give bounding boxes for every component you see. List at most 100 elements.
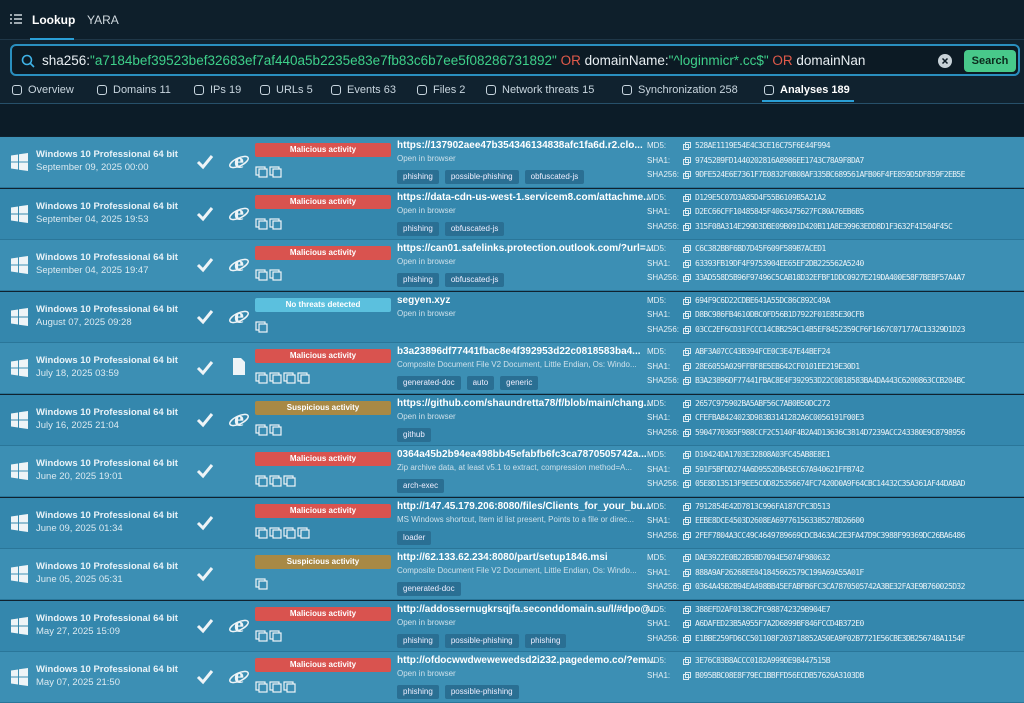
hash-value: E1BBE259FD6CC501108F203718852A50EA9F02B7… xyxy=(695,633,965,643)
copy-icon xyxy=(683,259,691,268)
hash-value: 2657C975902BA5ABF56C7AB0B50DC272 xyxy=(695,398,831,408)
os-name: Windows 10 Professional 64 bit xyxy=(36,355,178,366)
clear-icon[interactable] xyxy=(938,54,952,68)
hash-label: SHA256: xyxy=(647,427,680,437)
check-icon xyxy=(196,464,214,479)
search-query[interactable]: sha256:"a7184bef39523bef32683ef7af440a5b… xyxy=(42,53,922,68)
hash-label: SHA256: xyxy=(647,376,680,385)
nav-count: 258 xyxy=(719,84,738,96)
nav-tab[interactable]: Events 63 xyxy=(347,84,396,96)
windows-icon xyxy=(11,307,28,326)
result-row[interactable]: Windows 10 Professional 64 bit August 07,… xyxy=(0,291,1024,343)
copy-icon xyxy=(683,671,691,680)
verdict-badge: Malicious activity xyxy=(255,658,391,672)
hash-label: SHA256: xyxy=(647,633,680,643)
hash-value: 5904770365F988CCF2C5140F4B2A4D13636C3814… xyxy=(695,427,965,437)
copy-icon xyxy=(683,193,691,202)
hash-label: SHA1: xyxy=(647,516,671,525)
verdict-badge: Malicious activity xyxy=(255,349,391,363)
copy-icon xyxy=(683,171,691,179)
analysis-date: May 27, 2025 15:09 xyxy=(36,625,120,637)
search-bar[interactable]: sha256:"a7184bef39523bef32683ef7af440a5b… xyxy=(10,44,1020,76)
check-icon xyxy=(196,412,214,427)
behavior-icon xyxy=(283,475,296,487)
behavior-icon xyxy=(255,475,268,487)
result-row[interactable]: Windows 10 Professional 64 bit May 27, 20… xyxy=(0,600,1024,652)
result-row[interactable]: Windows 10 Professional 64 bit September … xyxy=(0,137,1024,188)
check-icon xyxy=(196,670,214,685)
hash-value: 05E8D13513F9EE5C0D825356674FC7420D0A9F64… xyxy=(695,479,965,488)
result-row[interactable]: Windows 10 Professional 64 bit June 09, 2… xyxy=(0,497,1024,549)
analysis-date: June 09, 2025 01:34 xyxy=(36,522,123,534)
search-button[interactable]: Search xyxy=(964,50,1016,72)
tag: generated-doc xyxy=(397,376,461,390)
hash-label: SHA256: xyxy=(647,221,680,231)
hash-value: 9745289FD1440202816A8986EE1743C78A9F8DA7 xyxy=(695,155,864,165)
analysis-date: June 20, 2025 19:01 xyxy=(36,471,123,482)
nav-count: 2 xyxy=(459,84,466,96)
nav-count: 19 xyxy=(228,84,242,96)
check-icon xyxy=(196,206,214,221)
browser-icon: e xyxy=(229,254,249,276)
behavior-icon xyxy=(269,629,282,642)
description: Open in browser xyxy=(397,308,456,318)
behavior-icon xyxy=(269,423,282,436)
copy-icon xyxy=(683,428,691,437)
nav-tab[interactable]: URLs 5 xyxy=(276,84,313,96)
nav-label: URLs xyxy=(276,84,304,96)
result-row[interactable]: Windows 10 Professional 64 bit June 05, 2… xyxy=(0,549,1024,600)
behavior-icon xyxy=(269,372,282,384)
hash-value: 03CC2EF6CD31FCCC14CBB259C14B5EF8452359CF… xyxy=(695,324,965,334)
analysis-date: June 05, 2025 05:31 xyxy=(36,574,123,585)
copy-icon xyxy=(683,517,691,525)
tab-yara[interactable]: YARA xyxy=(87,13,119,27)
nav-label: Files xyxy=(433,84,457,96)
menu-icon[interactable] xyxy=(10,14,22,24)
tab-underline xyxy=(30,38,74,40)
query-part: "a7184bef39523bef32683ef7af440a5b2235e83… xyxy=(90,53,557,68)
browser-icon: e xyxy=(229,409,249,431)
nav-tab[interactable]: Overview xyxy=(28,84,74,96)
tab-lookup[interactable]: Lookup xyxy=(32,13,76,27)
nav-tab[interactable]: Domains 11 xyxy=(113,84,171,96)
nav-tab[interactable]: Network threats 15 xyxy=(502,84,594,96)
nav-tabs: Overview Domains 11 IPs 19 URLs 5 Events 63 F… xyxy=(0,82,1024,102)
result-row[interactable]: Windows 10 Professional 64 bit July 16, 2… xyxy=(0,394,1024,446)
query-part: sha256: xyxy=(42,53,91,68)
hash-label: SHA1: xyxy=(647,567,671,577)
os-name: Windows 10 Professional 64 bit xyxy=(36,200,178,212)
nav-tab[interactable]: Synchronization 258 xyxy=(638,84,738,96)
hash-label: SHA1: xyxy=(647,619,671,628)
check-icon xyxy=(196,309,214,324)
hash-value: D129E5C07D3A85D4F55B6109B5A21A2 xyxy=(695,192,826,202)
hash-label: SHA1: xyxy=(647,670,671,680)
result-row[interactable]: Windows 10 Professional 64 bit June 20, 2… xyxy=(0,446,1024,497)
behavior-icon xyxy=(297,372,310,384)
nav-label: Overview xyxy=(28,84,74,96)
copy-icon xyxy=(683,245,691,253)
result-row[interactable]: Windows 10 Professional 64 bit July 18, 2… xyxy=(0,343,1024,394)
description: Open in browser xyxy=(397,257,456,266)
browser-icon: e xyxy=(229,666,249,688)
url: https://data-cdn-us-west-1.servicem8.com… xyxy=(397,191,652,203)
nav-tab[interactable]: Analyses 189 xyxy=(780,84,850,96)
hash-value: 9DFE524E6E7361F7E0832F0B08AF335BC689561A… xyxy=(695,170,965,179)
description: Open in browser xyxy=(397,154,456,163)
hash-value: B095BBC08E8F79EC1BBFFD56ECDB57626A3103DB xyxy=(695,670,864,680)
nav-icon xyxy=(260,85,270,95)
result-row[interactable]: Windows 10 Professional 64 bit May 07, 20… xyxy=(0,652,1024,703)
hash-label: SHA256: xyxy=(647,582,680,591)
result-row[interactable]: Windows 10 Professional 64 bit September … xyxy=(0,240,1024,291)
behavior-icon xyxy=(255,629,268,642)
behavior-icon xyxy=(283,372,296,384)
copy-icon xyxy=(683,208,691,216)
hash-value: ABF3A07CC43B394FCE0C3E47E44BEF24 xyxy=(695,347,831,356)
os-name: Windows 10 Professional 64 bit xyxy=(36,561,178,572)
result-row[interactable]: Windows 10 Professional 64 bit September … xyxy=(0,188,1024,240)
nav-tab[interactable]: IPs 19 xyxy=(210,84,241,96)
nav-tab[interactable]: Files 2 xyxy=(433,84,465,96)
top-bar: Lookup YARA xyxy=(0,0,1024,40)
copy-icon xyxy=(683,399,691,408)
tag: phishing xyxy=(397,273,439,287)
